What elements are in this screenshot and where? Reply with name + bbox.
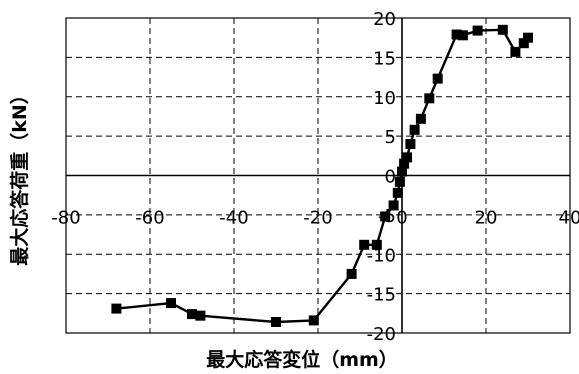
data-point [472,25,483,36]
data-point [399,158,410,169]
x-tick-label: 0 [396,208,407,229]
data-point [271,316,281,327]
x-tick-label: 20 [475,208,498,229]
data-point [409,124,420,135]
y-tick-label: 20 [373,9,396,30]
grid-layer [66,18,570,333]
y-tick-label: -15 [367,285,396,306]
data-point [380,211,391,222]
x-tick-labels: -80 -60 -40 -20 0 20 40 [51,208,579,229]
y-tick-label: -20 [367,324,396,345]
data-point [510,46,521,57]
data-point [402,152,413,163]
y-tick-label: 15 [373,48,396,69]
data-point [359,239,370,250]
data-point [195,310,206,321]
data-point [346,268,357,279]
data-point [497,24,508,35]
data-point [424,93,435,104]
x-tick-label: -40 [219,208,248,229]
data-point [392,187,403,198]
x-tick-label: -20 [303,208,332,229]
x-tick-label: 40 [559,208,579,229]
data-point [371,239,382,250]
data-point [166,298,176,309]
data-point [397,166,407,177]
data-point [457,30,468,41]
data-point [394,176,405,187]
x-tick-label: -60 [135,208,164,229]
x-tick-label: -80 [51,208,80,229]
x-axis-title: 最大応答変位（mm） [206,348,398,371]
y-tick-label: 5 [385,127,396,148]
data-point [111,303,122,314]
data-point [405,139,416,149]
y-tick-label: -5 [378,206,396,227]
y-tick-label: 0 [385,167,396,188]
series-layer [111,24,533,327]
zero-axes [66,18,570,333]
data-point [187,309,197,320]
data-point [415,113,426,124]
y-tick-labels: -20 -15 -10 -5 0 5 10 15 20 [367,9,396,345]
data-point [451,29,462,40]
y-tick-label: 10 [373,88,396,109]
data-point [308,315,319,326]
data-point [388,200,399,211]
y-axis-title: 最大応答荷重（kN） [8,85,31,266]
data-point [523,32,533,43]
y-tick-label: -10 [367,245,396,266]
data-point [518,38,529,49]
data-point [432,73,443,84]
